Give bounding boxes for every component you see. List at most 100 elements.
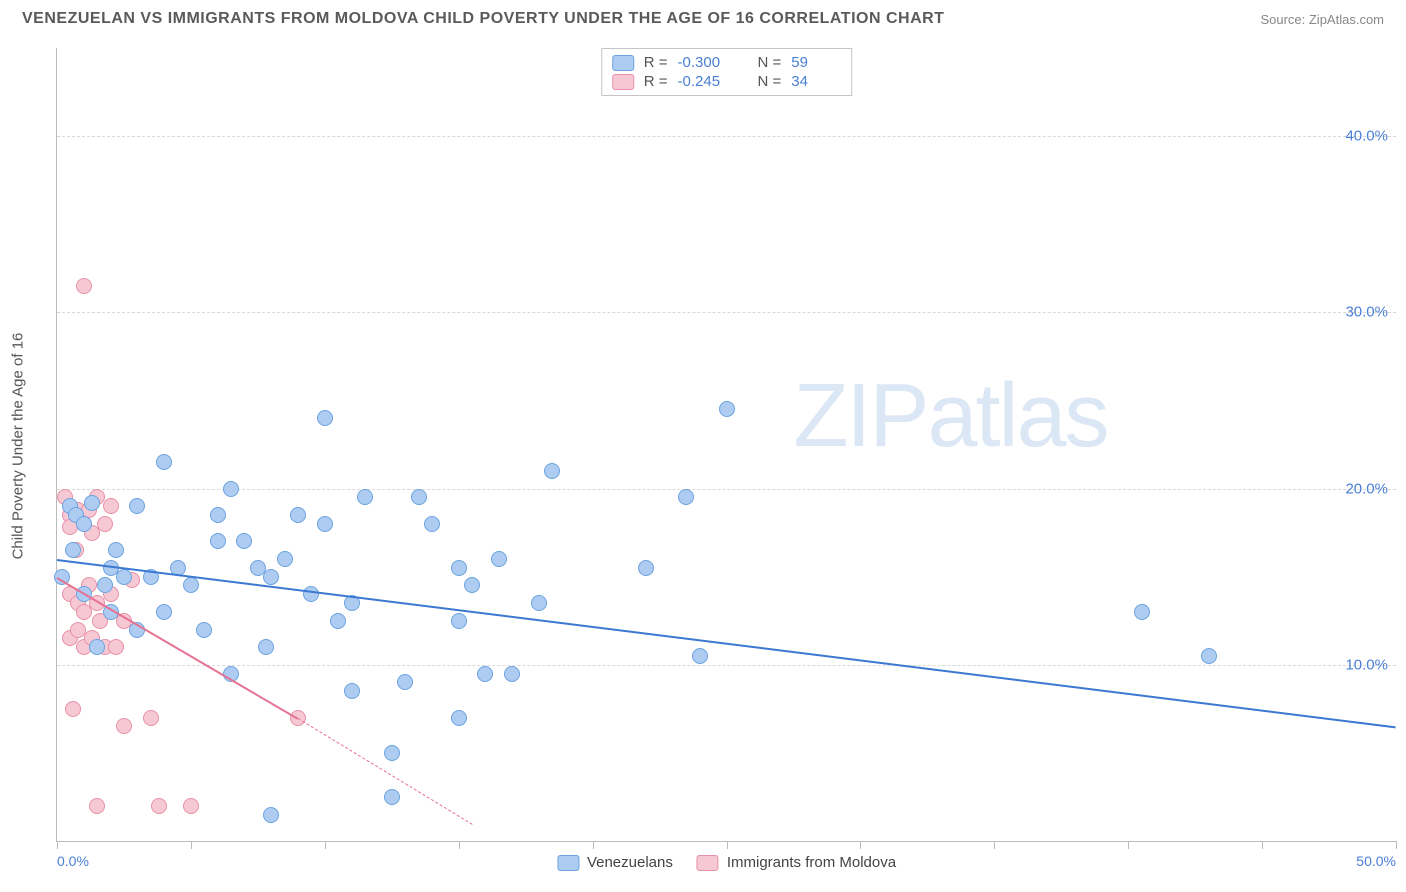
data-point <box>103 498 119 514</box>
xtick <box>1128 841 1129 849</box>
data-point <box>1201 648 1217 664</box>
data-point <box>210 507 226 523</box>
data-point <box>303 586 319 602</box>
data-point <box>424 516 440 532</box>
data-point <box>129 498 145 514</box>
data-point <box>451 560 467 576</box>
data-point <box>65 701 81 717</box>
bottom-legend: Venezuelans Immigrants from Moldova <box>549 854 904 871</box>
xtick <box>860 841 861 849</box>
data-point <box>263 569 279 585</box>
data-point <box>89 639 105 655</box>
swatch-venezuelans <box>612 55 634 71</box>
xtick <box>1262 841 1263 849</box>
xtick-label: 0.0% <box>57 853 89 869</box>
ytick-label: 20.0% <box>1328 480 1388 497</box>
data-point <box>143 710 159 726</box>
xtick <box>57 841 58 849</box>
data-point <box>258 639 274 655</box>
xtick <box>459 841 460 849</box>
n-label: N = <box>758 54 782 71</box>
xtick-label: 50.0% <box>1356 853 1396 869</box>
scatter-chart: ZIPatlas R = -0.300 N = 59 R = -0.245 N … <box>56 48 1396 842</box>
ytick-label: 40.0% <box>1328 128 1388 145</box>
data-point <box>65 542 81 558</box>
data-point <box>97 577 113 593</box>
data-point <box>531 595 547 611</box>
xtick <box>191 841 192 849</box>
data-point <box>384 745 400 761</box>
data-point <box>223 481 239 497</box>
data-point <box>236 533 252 549</box>
xtick <box>727 841 728 849</box>
watermark-atlas: atlas <box>927 366 1107 466</box>
data-point <box>116 569 132 585</box>
n-label: N = <box>758 73 782 90</box>
watermark: ZIPatlas <box>793 365 1107 468</box>
stats-row-0: R = -0.300 N = 59 <box>612 53 842 72</box>
data-point <box>678 489 694 505</box>
xtick <box>994 841 995 849</box>
legend-swatch-moldova <box>697 855 719 871</box>
data-point <box>151 798 167 814</box>
data-point <box>544 463 560 479</box>
data-point <box>397 674 413 690</box>
data-point <box>451 710 467 726</box>
data-point <box>491 551 507 567</box>
data-point <box>1134 604 1150 620</box>
chart-source: Source: ZipAtlas.com <box>1260 12 1384 27</box>
data-point <box>263 807 279 823</box>
data-point <box>504 666 520 682</box>
r-label: R = <box>644 54 668 71</box>
data-point <box>719 401 735 417</box>
data-point <box>210 533 226 549</box>
data-point <box>411 489 427 505</box>
data-point <box>76 278 92 294</box>
data-point <box>89 798 105 814</box>
data-point <box>317 410 333 426</box>
data-point <box>384 789 400 805</box>
legend-item-venezuelans: Venezuelans <box>557 854 673 871</box>
data-point <box>638 560 654 576</box>
data-point <box>156 454 172 470</box>
n-value-1: 34 <box>791 73 841 90</box>
data-point <box>344 683 360 699</box>
data-point <box>183 577 199 593</box>
trend-line <box>298 718 473 825</box>
data-point <box>183 798 199 814</box>
r-label: R = <box>644 73 668 90</box>
data-point <box>196 622 212 638</box>
xtick <box>593 841 594 849</box>
data-point <box>108 639 124 655</box>
gridline <box>57 312 1396 313</box>
swatch-moldova <box>612 74 634 90</box>
data-point <box>290 507 306 523</box>
y-axis-title: Child Poverty Under the Age of 16 <box>10 333 27 560</box>
r-value-0: -0.300 <box>678 54 728 71</box>
chart-header: VENEZUELAN VS IMMIGRANTS FROM MOLDOVA CH… <box>0 0 1406 36</box>
data-point <box>692 648 708 664</box>
legend-item-moldova: Immigrants from Moldova <box>697 854 896 871</box>
data-point <box>116 718 132 734</box>
data-point <box>317 516 333 532</box>
chart-title: VENEZUELAN VS IMMIGRANTS FROM MOLDOVA CH… <box>22 10 944 28</box>
data-point <box>97 516 113 532</box>
data-point <box>330 613 346 629</box>
stats-row-1: R = -0.245 N = 34 <box>612 72 842 91</box>
data-point <box>464 577 480 593</box>
legend-label-1: Immigrants from Moldova <box>727 854 896 871</box>
r-value-1: -0.245 <box>678 73 728 90</box>
data-point <box>357 489 373 505</box>
gridline <box>57 665 1396 666</box>
gridline <box>57 136 1396 137</box>
data-point <box>477 666 493 682</box>
data-point <box>84 495 100 511</box>
legend-swatch-venezuelans <box>557 855 579 871</box>
data-point <box>76 516 92 532</box>
xtick <box>1396 841 1397 849</box>
data-point <box>156 604 172 620</box>
legend-label-0: Venezuelans <box>587 854 673 871</box>
data-point <box>108 542 124 558</box>
ytick-label: 30.0% <box>1328 304 1388 321</box>
ytick-label: 10.0% <box>1328 656 1388 673</box>
